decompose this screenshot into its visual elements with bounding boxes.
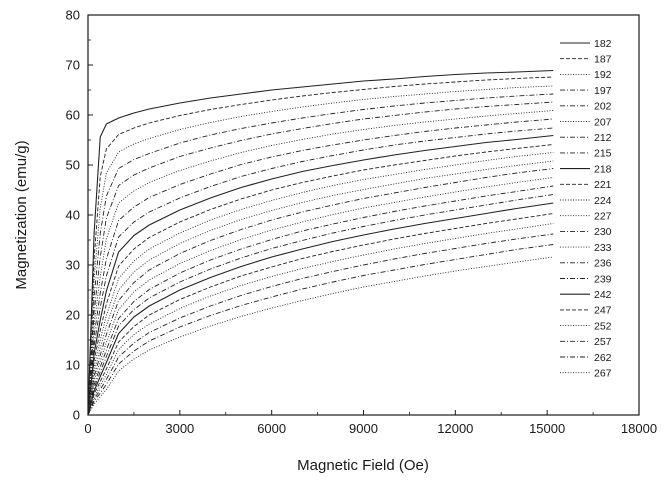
legend-label-233: 233 [594, 242, 612, 254]
series-line-207 [87, 110, 554, 416]
series-line-187 [87, 76, 554, 416]
legend-label-212: 212 [594, 132, 612, 144]
series-line-227 [87, 160, 554, 416]
legend-label-257: 257 [594, 336, 612, 348]
legend-label-247: 247 [594, 305, 612, 317]
legend-label-215: 215 [594, 148, 612, 160]
series-line-267 [87, 256, 554, 416]
y-tick-label: 20 [66, 308, 80, 323]
series-line-212 [87, 118, 554, 416]
series-line-247 [87, 213, 554, 416]
y-tick-label: 30 [66, 258, 80, 273]
x-tick-label: 9000 [349, 421, 378, 436]
legend-label-182: 182 [594, 38, 612, 50]
y-tick-label: 10 [66, 358, 80, 373]
legend: 182 187 192 197 202 207 212 215 218 221 224 227 230 2… [560, 38, 612, 380]
x-tick-label: 15000 [529, 421, 565, 436]
legend-label-242: 242 [594, 289, 612, 301]
legend-label-187: 187 [594, 54, 612, 66]
legend-label-192: 192 [594, 69, 612, 81]
series-line-197 [87, 93, 554, 416]
legend-label-218: 218 [594, 163, 612, 175]
series-line-202 [87, 101, 554, 416]
x-axis-title: Magnetic Field (Oe) [297, 457, 429, 474]
x-tick-label: 18000 [621, 421, 657, 436]
series-line-236 [87, 185, 554, 416]
y-axis-title: Magnetization (emu/g) [13, 140, 30, 289]
legend-label-221: 221 [594, 179, 612, 191]
series-line-218 [87, 134, 554, 416]
y-tick-label: 50 [66, 158, 80, 173]
series-line-230 [87, 168, 554, 416]
y-tick-label: 80 [66, 8, 80, 23]
y-tick-label: 60 [66, 108, 80, 123]
series-line-215 [87, 127, 554, 416]
y-tick-label: 0 [73, 408, 80, 423]
legend-label-202: 202 [594, 101, 612, 113]
legend-label-224: 224 [594, 195, 612, 207]
series-line-233 [87, 177, 554, 416]
legend-label-207: 207 [594, 116, 612, 128]
series-line-242 [87, 202, 554, 416]
legend-label-252: 252 [594, 320, 612, 332]
legend-label-197: 197 [594, 85, 612, 97]
series-line-221 [87, 144, 554, 416]
series-line-239 [87, 194, 554, 416]
legend-label-267: 267 [594, 368, 612, 380]
series-line-224 [87, 152, 554, 416]
y-tick-label: 40 [66, 208, 80, 223]
series-line-252 [87, 223, 554, 416]
legend-label-262: 262 [594, 352, 612, 364]
series-line-192 [87, 85, 554, 416]
series-line-257 [87, 233, 554, 416]
x-tick-label: 12000 [437, 421, 473, 436]
legend-label-239: 239 [594, 273, 612, 285]
legend-label-227: 227 [594, 211, 612, 223]
series-lines [87, 69, 554, 416]
series-line-182 [87, 69, 554, 416]
axis-ticks: 0 3000 6000 9000 12000 15000 18000 0 10 20 30 40 50 6… [66, 8, 658, 437]
y-tick-label: 70 [66, 58, 80, 73]
x-tick-label: 0 [84, 421, 91, 436]
x-tick-label: 6000 [257, 421, 286, 436]
legend-label-230: 230 [594, 226, 612, 238]
series-line-262 [87, 244, 554, 416]
legend-label-236: 236 [594, 258, 612, 270]
x-tick-label: 3000 [165, 421, 194, 436]
